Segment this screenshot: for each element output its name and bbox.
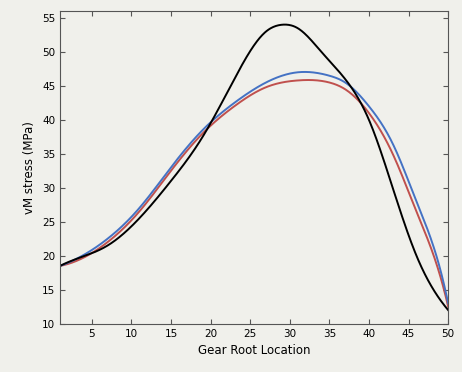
Y-axis label: vM stress (MPa): vM stress (MPa) (24, 121, 36, 214)
X-axis label: Gear Root Location: Gear Root Location (198, 344, 310, 357)
